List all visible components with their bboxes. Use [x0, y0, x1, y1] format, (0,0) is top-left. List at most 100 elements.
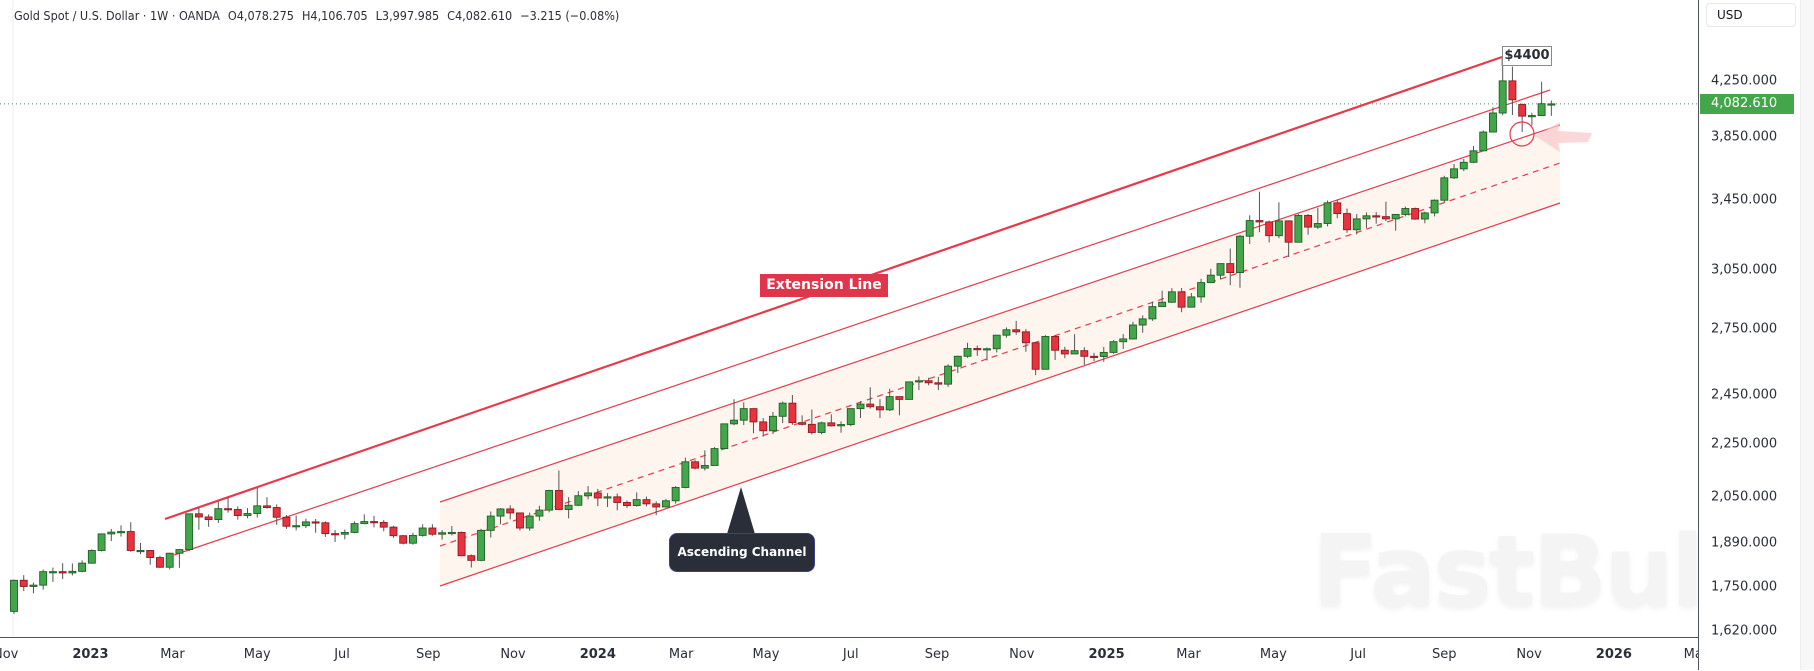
candle — [866, 387, 875, 409]
candle — [671, 486, 680, 504]
candle — [1430, 199, 1439, 217]
candle — [1459, 158, 1468, 172]
candle-body — [1518, 104, 1527, 117]
candle-body — [739, 408, 748, 421]
candle — [934, 376, 943, 391]
candle — [914, 376, 923, 391]
extension-parallel-line[interactable] — [173, 89, 1551, 556]
candle-body — [1012, 329, 1021, 333]
candle-body — [1440, 177, 1449, 201]
candle-body — [593, 492, 602, 499]
candle-body — [564, 504, 573, 510]
candle-body — [516, 512, 524, 529]
candle — [1070, 334, 1079, 355]
time-tick-label: Mar — [1683, 647, 1698, 662]
candle-body — [1051, 335, 1060, 351]
candle — [340, 529, 349, 540]
candle-body — [1430, 199, 1439, 214]
candle — [953, 355, 962, 374]
candle-body — [253, 505, 262, 514]
candle — [399, 535, 408, 545]
candle — [126, 522, 135, 552]
candle — [876, 399, 884, 418]
candle-body — [1498, 80, 1507, 114]
candle-body — [39, 571, 48, 586]
candle-body — [1381, 216, 1390, 220]
time-tick-label: Sep — [924, 647, 950, 662]
candle — [1051, 335, 1060, 361]
channel-lower-line[interactable] — [439, 202, 1561, 587]
candle — [292, 515, 301, 531]
price-tick-label: 4,250.000 — [1711, 73, 1778, 89]
candle — [1109, 340, 1118, 354]
candle — [19, 575, 28, 592]
price-tick-label: 3,050.000 — [1711, 262, 1778, 278]
candle — [1090, 352, 1098, 362]
chart-plot-area[interactable]: Gold Spot / U.S. Dollar · 1W · OANDA O4,… — [0, 0, 1698, 637]
time-axis[interactable]: Nov 2023 Mar May Jul Sep Nov 2024 Mar May Jul Sep No… — [0, 637, 1698, 671]
candle-body — [408, 534, 417, 544]
candle-body — [438, 532, 447, 535]
time-tick-label: 2023 — [72, 647, 109, 662]
candle-body — [1236, 235, 1244, 273]
channel-upper-line[interactable] — [439, 124, 1561, 503]
symbol-title[interactable]: Gold Spot / U.S. Dollar · 1W · OANDA — [14, 8, 220, 23]
symbol-header: Gold Spot / U.S. Dollar · 1W · OANDA O4,… — [14, 8, 619, 23]
candle-body — [866, 403, 875, 408]
price-axis[interactable]: USD 4,250.000 3,850.000 3,450.000 3,050.000… — [1698, 0, 1814, 670]
candle-body — [661, 500, 670, 508]
candle — [1469, 146, 1478, 164]
candle-body — [944, 365, 953, 385]
candle-body — [29, 584, 38, 587]
candle-body — [97, 533, 106, 551]
candle-body — [370, 521, 378, 524]
price-target-tag[interactable]: $4400 — [1502, 46, 1552, 66]
candle-body — [1527, 115, 1536, 118]
candle — [1206, 268, 1215, 284]
candle — [924, 377, 933, 386]
candle-body — [496, 508, 505, 517]
candle-body — [730, 419, 738, 425]
candle-body — [1343, 213, 1351, 231]
ohlc-high: H4,106.705 — [301, 8, 368, 23]
candle-body — [428, 527, 437, 535]
candle-body — [477, 529, 485, 561]
candle — [370, 515, 378, 528]
ohlc-low: L3,997.985 — [375, 8, 440, 23]
candle — [48, 567, 57, 582]
time-tick-label: May — [243, 647, 271, 662]
candle-body — [992, 334, 1001, 350]
candle — [1216, 263, 1225, 280]
candle-body — [360, 521, 369, 525]
candle — [1450, 164, 1458, 180]
candle-body — [1362, 215, 1371, 220]
candle — [1420, 211, 1429, 224]
candle — [272, 504, 281, 525]
candle-body — [1128, 324, 1137, 340]
candle-body — [1450, 168, 1458, 179]
candle-body — [710, 448, 719, 466]
candle-body — [126, 531, 135, 551]
candle-body — [574, 495, 583, 506]
candle — [1343, 208, 1351, 233]
candle — [1197, 278, 1206, 303]
candle-body — [1245, 220, 1254, 237]
extension-line-label[interactable]: Extension Line — [760, 274, 888, 297]
candle — [759, 417, 768, 437]
time-tick-label: Sep — [415, 647, 441, 662]
candle-body — [117, 531, 125, 534]
price-tick-label: 2,450.000 — [1711, 387, 1778, 403]
candle — [749, 408, 758, 434]
ascending-channel-callout[interactable]: Ascending Channel — [669, 533, 815, 572]
price-tick-label: 2,050.000 — [1711, 489, 1778, 505]
candle-body — [1197, 282, 1206, 298]
candle-body — [301, 521, 310, 527]
candle-body — [136, 550, 145, 553]
candle-body — [1304, 214, 1313, 228]
candle — [1265, 220, 1274, 243]
currency-selector[interactable]: USD — [1706, 3, 1796, 27]
support-circle-marker — [1509, 121, 1535, 147]
candle-body — [1284, 220, 1293, 243]
candle-body — [905, 381, 914, 400]
candle-body — [535, 509, 544, 517]
